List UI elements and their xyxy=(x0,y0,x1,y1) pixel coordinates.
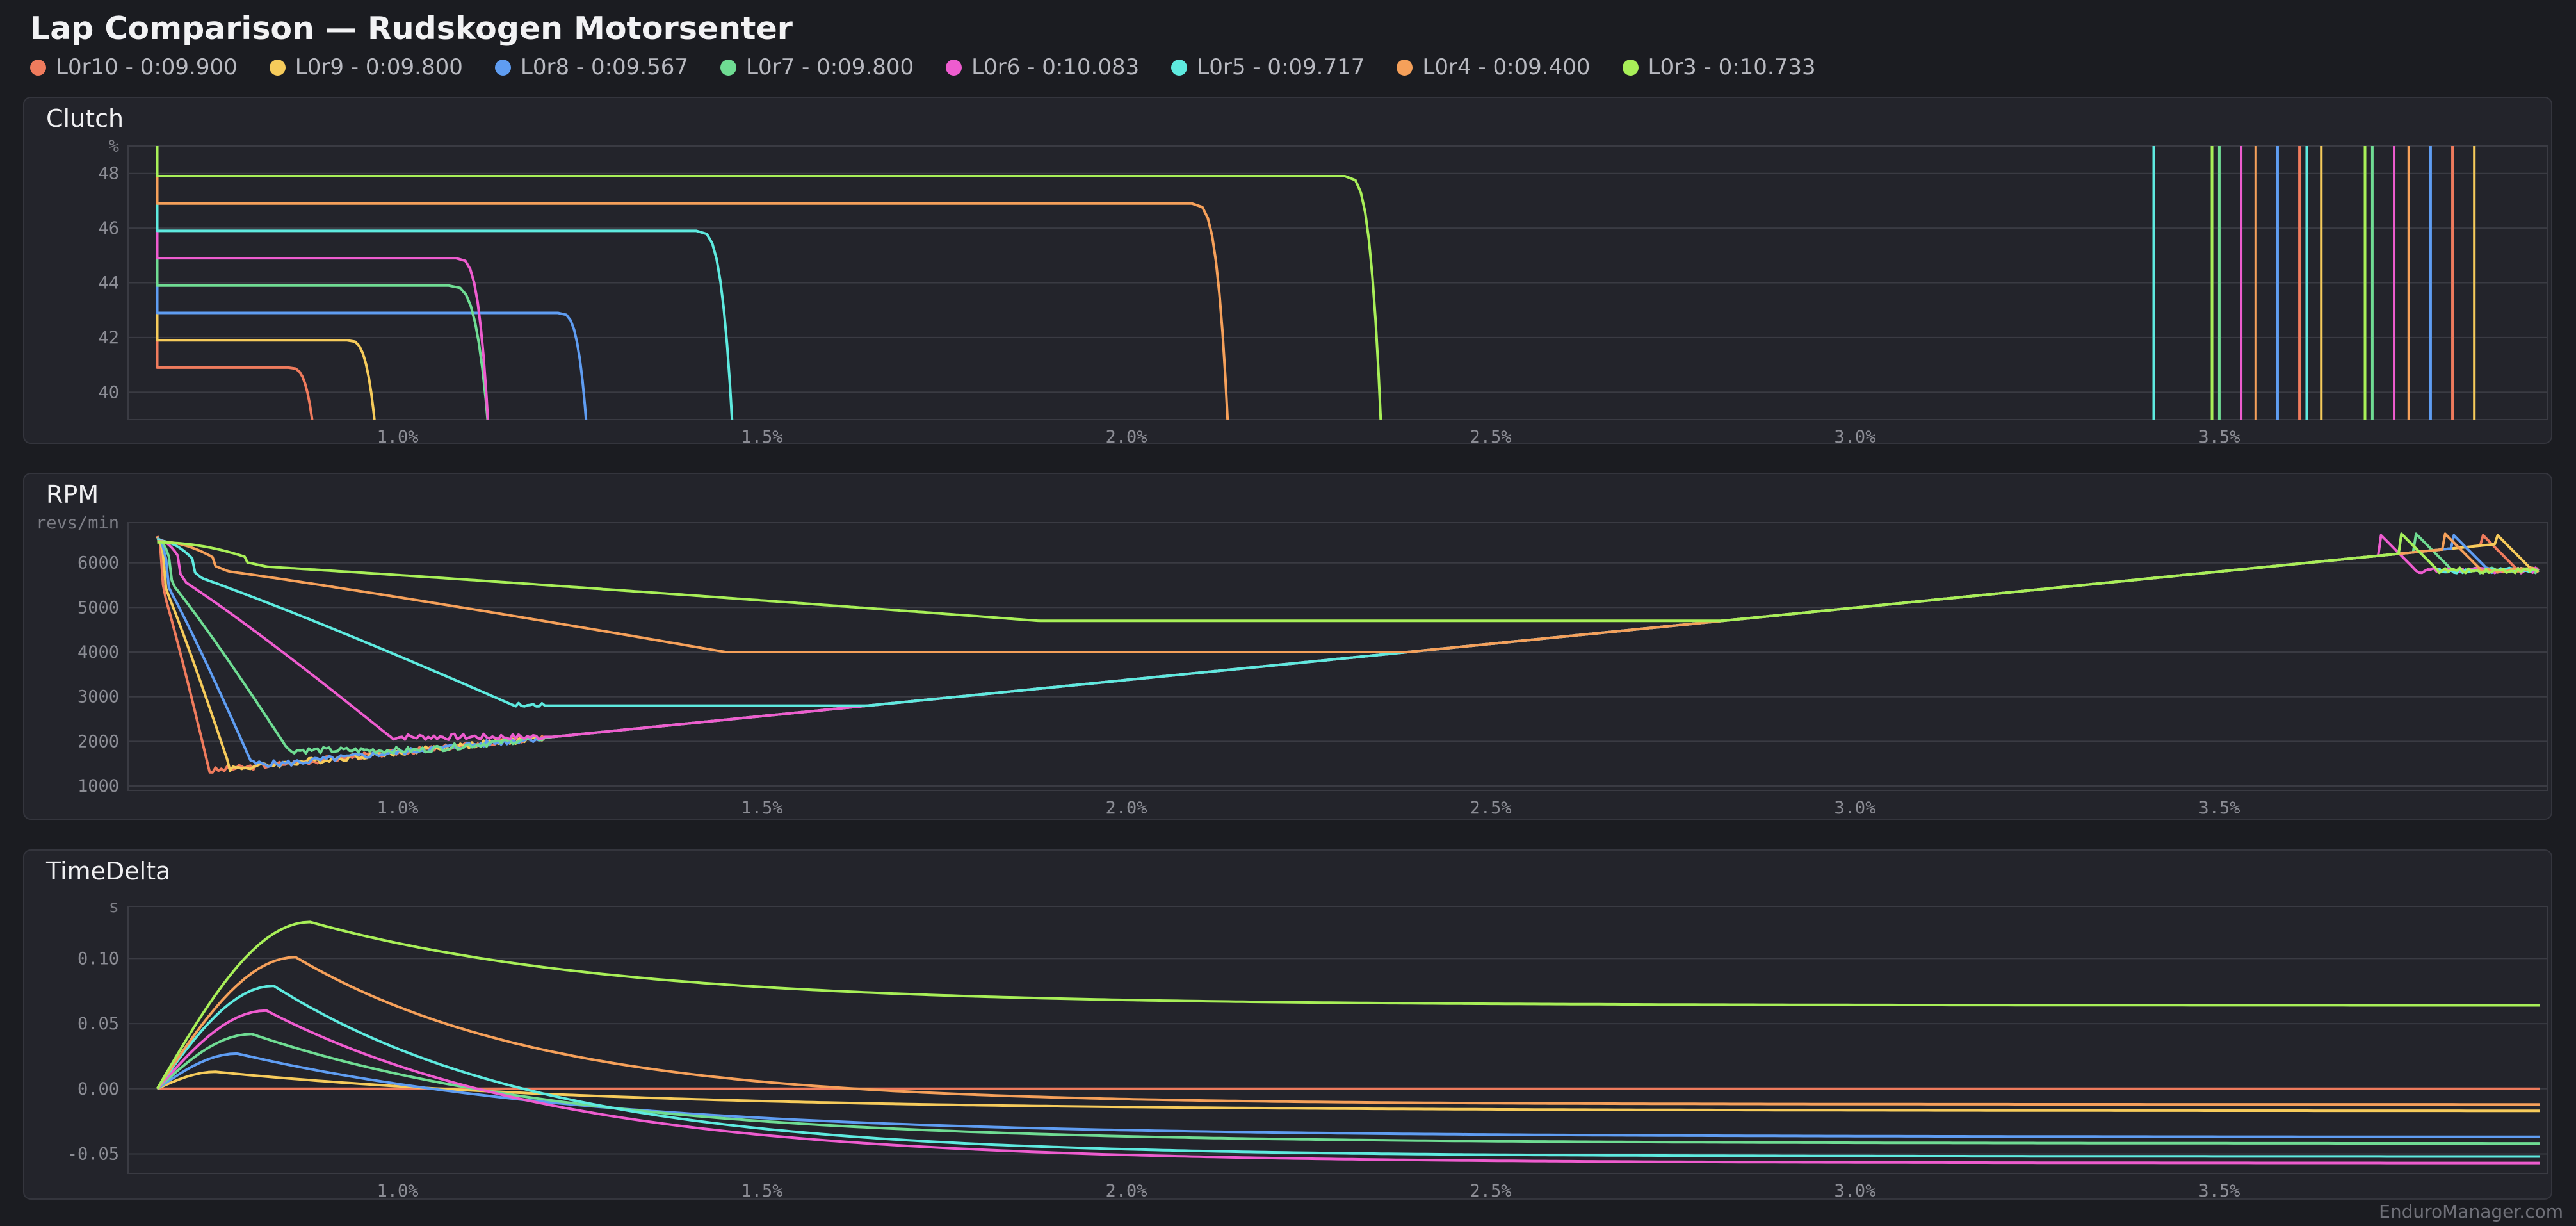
legend-label: L0r10 - 0:09.900 xyxy=(56,54,238,80)
legend-label: L0r6 - 0:10.083 xyxy=(971,54,1140,80)
y-tick-label: 0.05 xyxy=(77,1014,119,1034)
rpm-chart: 1000 2000 3000 4000 5000 6000 1.0% 1.5% 2.0% 2.5%… xyxy=(36,513,2548,818)
y-tick-label: 4000 xyxy=(77,642,119,662)
legend-item[interactable]: L0r8 - 0:09.567 xyxy=(494,54,689,80)
rpm-line xyxy=(157,532,2539,623)
timedelta-chart: -0.05 0.00 0.05 0.10 1.0% 1.5% 2.0% 2.5% 3.0% 3.5… xyxy=(67,897,2548,1200)
x-tick-label: 3.5% xyxy=(2198,798,2240,818)
x-tick-label: 1.5% xyxy=(741,427,783,444)
plot-frame xyxy=(127,906,2548,1174)
x-tick-label: 2.5% xyxy=(1470,427,1511,444)
timedelta-line xyxy=(156,956,2540,1106)
y-tick-label: -0.05 xyxy=(67,1144,119,1164)
timedelta-line xyxy=(156,1033,2540,1145)
clutch-panel: Clutch 40 42 44 46 48 1.0% 1.5% 2.0% 2.5% 3.0% 3.5… xyxy=(23,97,2552,444)
clutch-line xyxy=(156,146,489,420)
rpm-series-group xyxy=(156,532,2540,774)
x-tick-label: 1.5% xyxy=(741,798,783,818)
y-unit-label: s xyxy=(109,897,119,917)
legend: L0r10 - 0:09.900 L0r9 - 0:09.800 L0r8 - 0:… xyxy=(30,53,1848,82)
legend-swatch xyxy=(1171,59,1188,76)
legend-swatch xyxy=(720,59,737,76)
legend-label: L0r5 - 0:09.717 xyxy=(1197,54,1365,80)
legend-label: L0r4 - 0:09.400 xyxy=(1422,54,1591,80)
y-tick-label: 0.10 xyxy=(77,949,119,969)
x-tick-label: 1.5% xyxy=(741,1181,783,1200)
legend-label: L0r7 - 0:09.800 xyxy=(746,54,914,80)
timedelta-panel: TimeDelta -0.05 0.00 0.05 0.10 1.0% 1.5% 2.0% 2… xyxy=(23,849,2552,1200)
rpm-panel: RPM 1000 2000 3000 4000 5000 6000 1.0% 1.5% 2.0%… xyxy=(23,473,2552,820)
y-tick-label: 48 xyxy=(98,164,119,184)
plot-frame xyxy=(127,522,2548,791)
y-tick-label: 44 xyxy=(98,274,119,293)
y-tick-label: 46 xyxy=(98,218,119,238)
x-tick-label: 1.0% xyxy=(377,427,419,444)
legend-swatch xyxy=(269,59,286,76)
timedelta-line xyxy=(156,985,2540,1158)
y-unit-label: revs/min xyxy=(36,513,119,533)
legend-swatch xyxy=(1622,59,1639,76)
clutch-chart: 40 42 44 46 48 1.0% 1.5% 2.0% 2.5% 3.0% 3.5%% xyxy=(98,136,2548,444)
legend-item[interactable]: L0r5 - 0:09.717 xyxy=(1171,54,1365,80)
x-tick-label: 3.0% xyxy=(1834,427,1875,444)
legend-item[interactable]: L0r6 - 0:10.083 xyxy=(946,54,1139,80)
x-tick-label: 3.0% xyxy=(1834,798,1875,818)
x-tick-label: 3.5% xyxy=(2198,427,2240,444)
watermark: EnduroManager.com xyxy=(2379,1201,2563,1222)
y-tick-label: 42 xyxy=(98,328,119,348)
clutch-line xyxy=(156,146,376,420)
clutch-panel-title: Clutch xyxy=(46,104,124,133)
legend-item[interactable]: L0r10 - 0:09.900 xyxy=(30,54,238,80)
timedelta-line xyxy=(156,1052,2540,1138)
timedelta-line xyxy=(156,1070,2540,1113)
y-tick-label: 40 xyxy=(98,382,119,402)
x-tick-label: 2.5% xyxy=(1470,798,1511,818)
y-tick-label: 2000 xyxy=(77,732,119,751)
x-tick-label: 1.0% xyxy=(377,1181,419,1200)
x-tick-label: 2.0% xyxy=(1105,1181,1147,1200)
legend-item[interactable]: L0r3 - 0:10.733 xyxy=(1622,54,1816,80)
legend-swatch xyxy=(30,59,46,76)
x-tick-label: 3.5% xyxy=(2198,1181,2240,1200)
clutch-line xyxy=(156,146,588,420)
timedelta-panel-title: TimeDelta xyxy=(46,857,171,885)
legend-item[interactable]: L0r4 - 0:09.400 xyxy=(1397,54,1591,80)
y-tick-label: 6000 xyxy=(77,553,119,573)
legend-item[interactable]: L0r9 - 0:09.800 xyxy=(269,54,463,80)
rpm-line xyxy=(157,534,2540,741)
x-tick-label: 2.0% xyxy=(1105,798,1147,818)
x-tick-label: 2.0% xyxy=(1105,427,1147,444)
x-tick-label: 1.0% xyxy=(377,798,419,818)
legend-label: L0r9 - 0:09.800 xyxy=(295,54,463,80)
rpm-panel-title: RPM xyxy=(46,480,99,509)
legend-swatch xyxy=(946,59,962,76)
rpm-line xyxy=(156,532,2540,755)
clutch-line xyxy=(156,146,489,420)
page-title: Lap Comparison — Rudskogen Motorsenter xyxy=(30,10,793,47)
timedelta-line xyxy=(156,1009,2540,1165)
legend-swatch xyxy=(1397,59,1413,76)
clutch-line xyxy=(156,146,1382,420)
clutch-line xyxy=(156,146,314,420)
x-tick-label: 2.5% xyxy=(1470,1181,1511,1200)
timedelta-series-group xyxy=(156,920,2540,1165)
y-tick-label: 1000 xyxy=(77,776,119,796)
clutch-series-group xyxy=(156,146,2476,420)
legend-label: L0r8 - 0:09.567 xyxy=(520,54,689,80)
x-tick-label: 3.0% xyxy=(1834,1181,1875,1200)
clutch-line xyxy=(156,146,734,420)
rpm-line xyxy=(157,532,2540,653)
y-unit-label: % xyxy=(109,136,119,156)
legend-swatch xyxy=(494,59,511,76)
y-tick-label: 5000 xyxy=(77,598,119,617)
legend-item[interactable]: L0r7 - 0:09.800 xyxy=(720,54,914,80)
legend-label: L0r3 - 0:10.733 xyxy=(1648,54,1816,80)
y-tick-label: 0.00 xyxy=(77,1079,119,1099)
timedelta-line xyxy=(156,920,2540,1090)
y-tick-label: 3000 xyxy=(77,687,119,707)
clutch-line xyxy=(156,146,1229,420)
